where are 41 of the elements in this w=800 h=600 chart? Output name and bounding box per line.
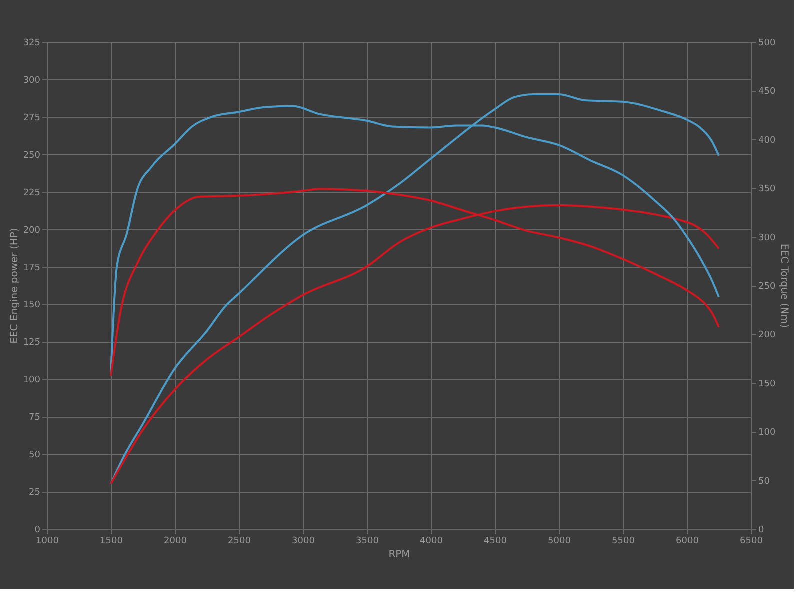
y2-tick-label: 200 [758, 330, 776, 341]
x-tick-label: 1000 [36, 536, 60, 546]
x-tick-label: 2000 [164, 536, 188, 546]
x-tick-label: 4000 [420, 536, 444, 546]
y2-tick-label: 300 [758, 233, 776, 244]
x-tick-label: 6000 [676, 536, 700, 546]
y2-tick-label: 450 [758, 87, 776, 98]
y2-tick-label: 150 [758, 379, 776, 390]
y-tick-label: 250 [23, 150, 41, 161]
x-tick-label: 3500 [356, 536, 380, 546]
y2-tick-label: 50 [758, 476, 770, 487]
x-tick-label: 5000 [548, 536, 572, 546]
y-tick-label: 275 [23, 113, 40, 124]
x-tick-label: 4500 [484, 536, 508, 546]
y-tick-label: 225 [23, 188, 40, 198]
y-tick-label: 200 [23, 226, 41, 236]
y-tick-label: 125 [23, 338, 40, 348]
y-tick-label: 25 [29, 488, 40, 498]
y-tick-label: 175 [23, 263, 40, 274]
y-tick-label: 100 [23, 376, 41, 386]
y-tick-label: 75 [29, 413, 40, 424]
x-tick-label: 6500 [740, 536, 764, 546]
y-tick-label: 300 [23, 76, 41, 86]
y2-tick-label: 250 [758, 282, 776, 292]
y-tick-label: 0 [34, 526, 41, 536]
y2-axis-title: EEC Torque (Nm) [778, 244, 790, 328]
x-axis-title: RPM [388, 550, 410, 560]
y-tick-label: 50 [29, 450, 41, 461]
y-tick-label: 150 [23, 300, 41, 311]
y2-tick-label: 0 [758, 526, 764, 536]
y2-tick-label: 500 [758, 38, 776, 48]
y-axis-title: EEC Engine power (HP) [9, 228, 20, 344]
x-tick-label: 3000 [292, 536, 316, 546]
y2-tick-label: 350 [758, 184, 776, 195]
y2-tick-label: 100 [758, 428, 776, 438]
x-tick-label: 5500 [612, 536, 636, 546]
y2-tick-label: 400 [758, 136, 776, 146]
x-tick-label: 2500 [228, 536, 252, 546]
y-tick-label: 325 [23, 38, 40, 48]
line-series [110, 93, 720, 486]
x-tick-label: 1500 [100, 536, 124, 546]
